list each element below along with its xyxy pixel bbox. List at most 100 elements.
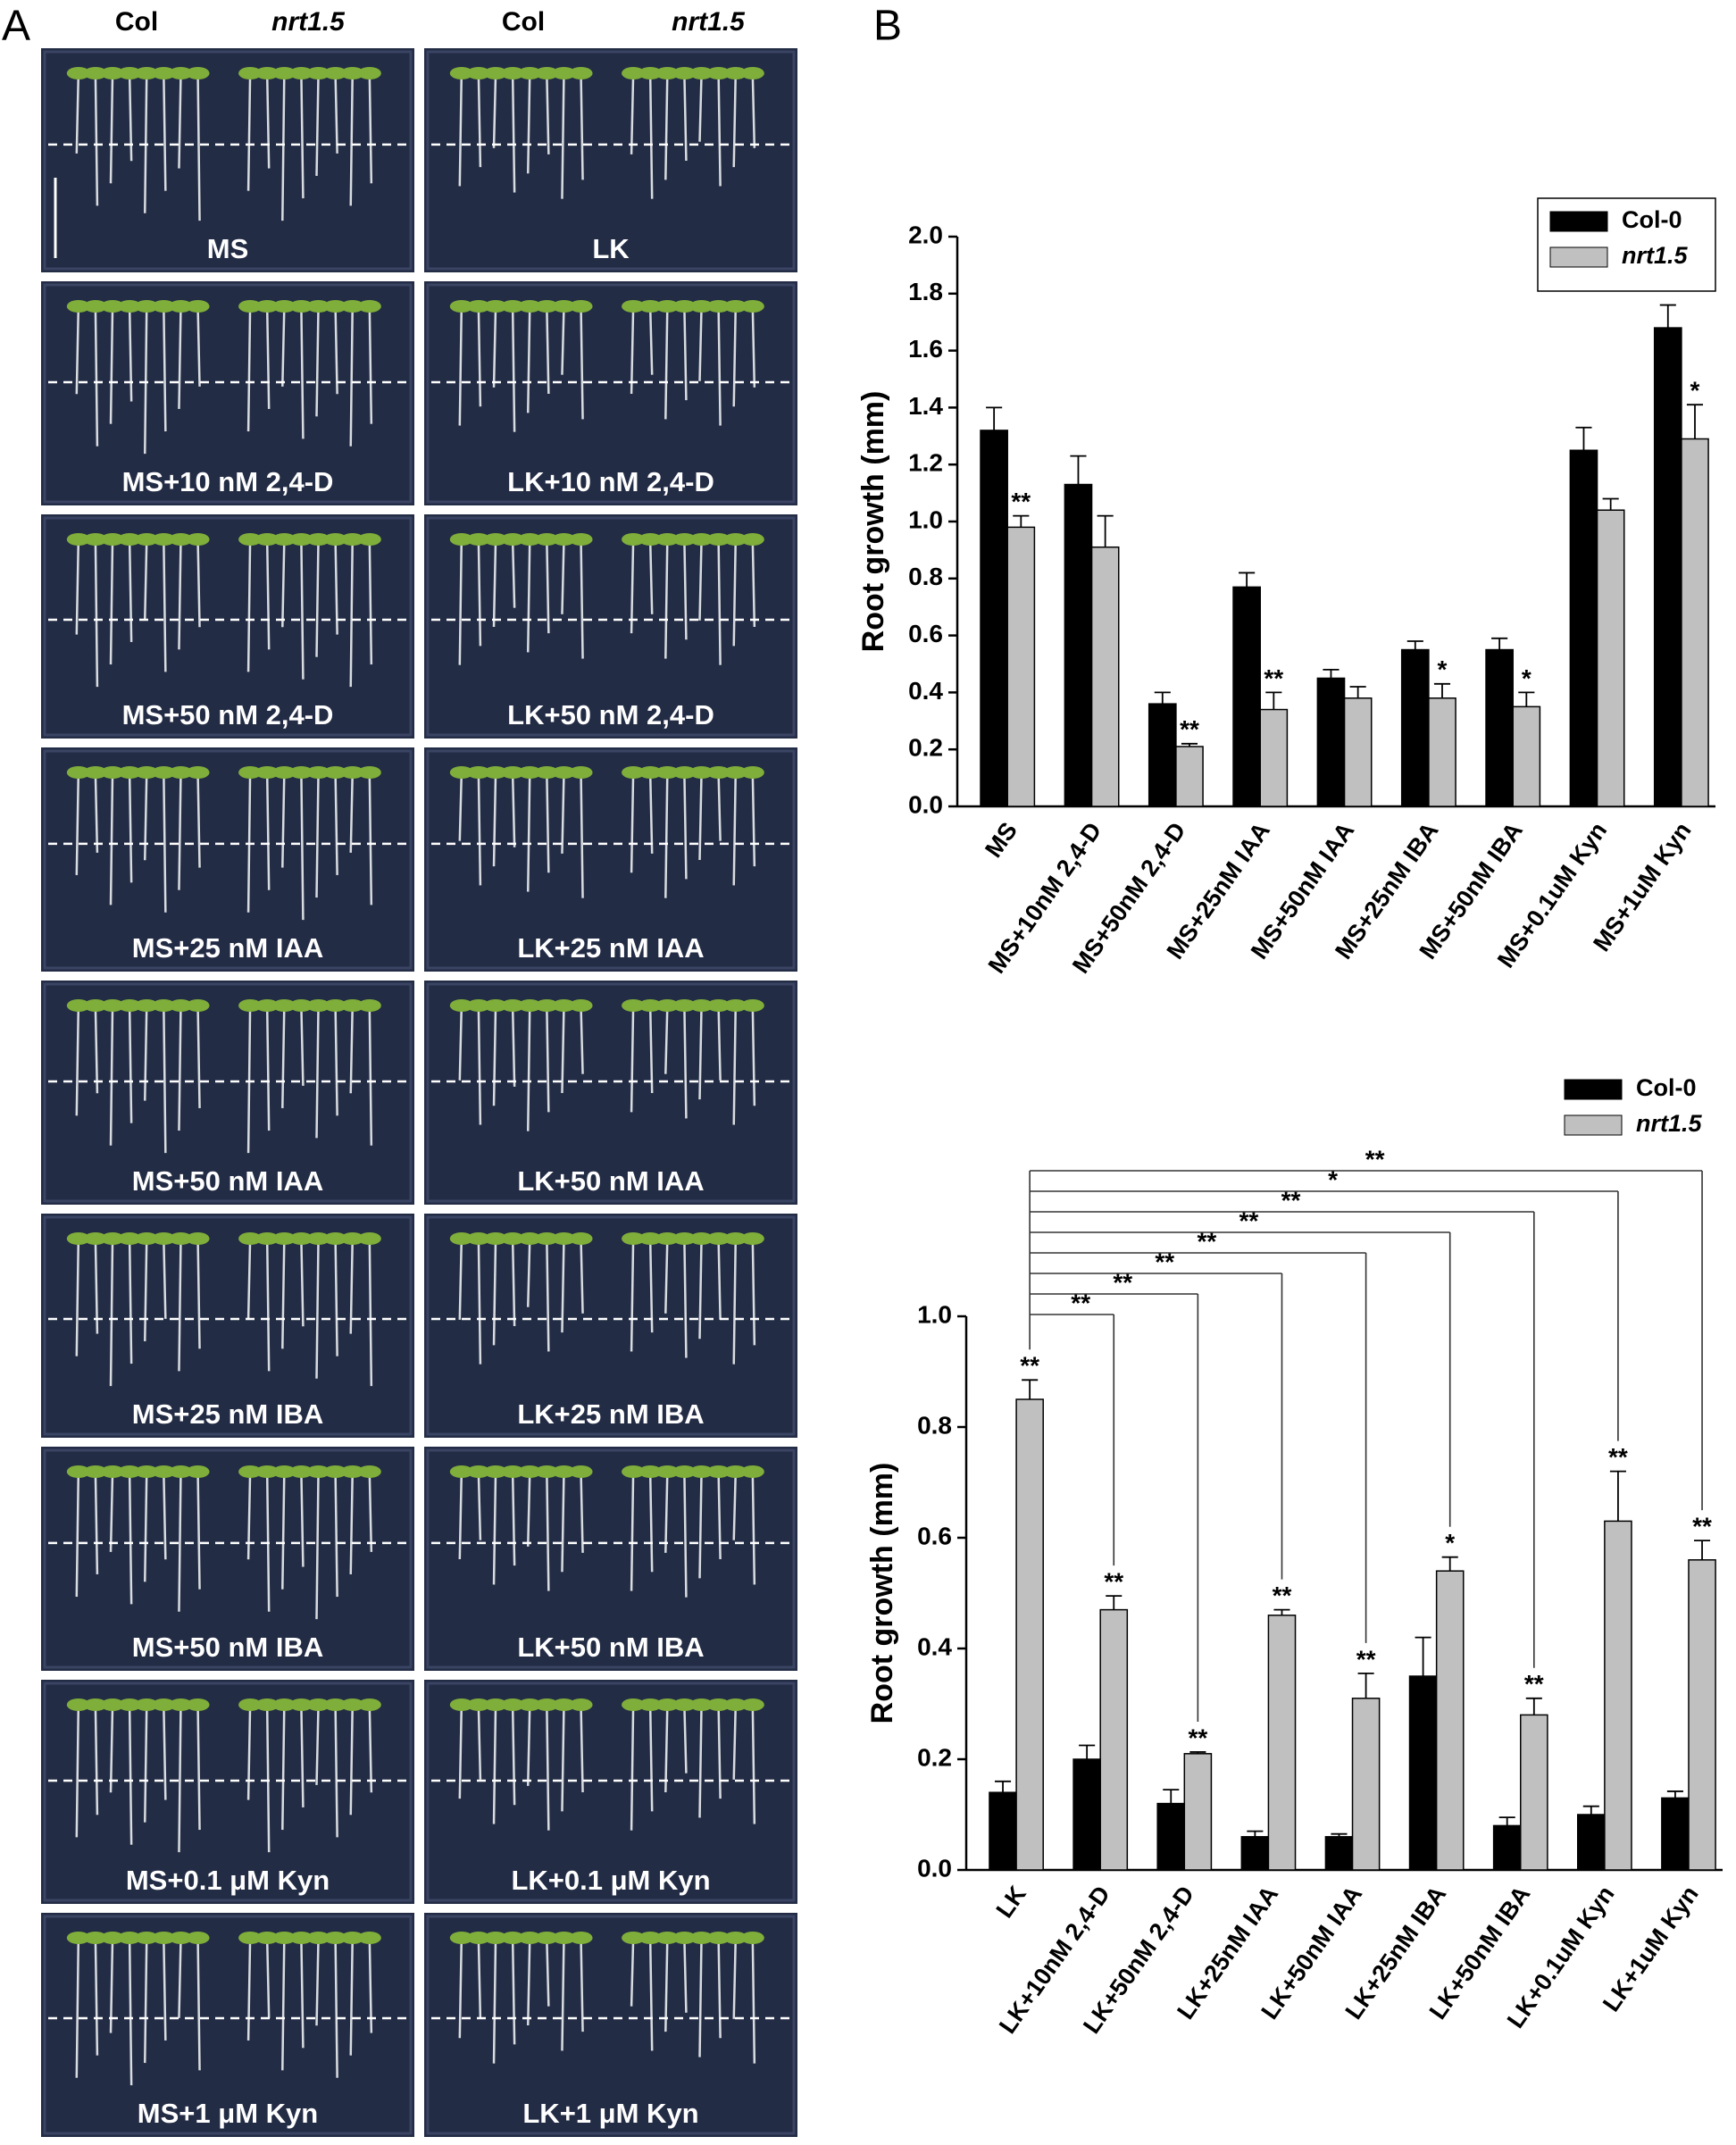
cotyledon: [672, 67, 697, 79]
root: [492, 1006, 497, 1106]
root: [128, 1473, 133, 1605]
root: [546, 74, 550, 154]
bar: [1064, 483, 1093, 807]
root: [630, 1473, 635, 1591]
cotyledon: [289, 766, 313, 779]
y-tick-label: 0.2: [917, 1743, 952, 1771]
cotyledon: [255, 533, 280, 546]
cotyledon: [689, 766, 714, 779]
cotyledon: [501, 1232, 525, 1245]
cotyledon: [723, 766, 747, 779]
cotyledon: [740, 533, 764, 546]
cotyledon: [501, 300, 525, 313]
photo-sheen: [43, 1215, 413, 1436]
bar: [1435, 1570, 1465, 1871]
root: [630, 1706, 635, 1831]
cotyledon: [740, 1932, 764, 1944]
root: [94, 1473, 99, 1574]
root: [477, 1706, 482, 1780]
root: [368, 1706, 373, 1793]
photo-sheen: [43, 283, 413, 504]
cotyledon: [272, 533, 296, 546]
cotyledon: [466, 999, 490, 1012]
cotyledon: [501, 67, 525, 79]
y-tick-label: 1.4: [908, 392, 943, 420]
significance: **: [1011, 488, 1031, 515]
cotyledon: [518, 1232, 542, 1245]
bar: [1175, 746, 1204, 807]
photo-label: LK+1 μM Kyn: [522, 2098, 698, 2129]
photo-sheen: [43, 749, 413, 970]
y-tick-label: 0.8: [908, 563, 943, 590]
cotyledon: [501, 999, 525, 1012]
cotyledon: [101, 67, 125, 79]
root: [94, 307, 99, 447]
cotyledon: [723, 67, 747, 79]
bar: [1183, 1753, 1213, 1871]
cotyledon: [135, 67, 159, 79]
cotyledon: [638, 1698, 663, 1711]
cotyledon: [83, 1698, 107, 1711]
root: [664, 1939, 669, 2032]
cotyledon: [186, 1698, 210, 1711]
cotyledon: [152, 1232, 176, 1245]
root: [683, 1939, 688, 2013]
cotyledon: [152, 67, 176, 79]
cotyledon: [289, 1232, 313, 1245]
cotyledon: [552, 300, 576, 313]
root: [196, 1939, 201, 2071]
root: [717, 540, 722, 665]
root: [561, 1239, 565, 1333]
cotyledon: [672, 766, 697, 779]
cotyledon: [238, 533, 263, 546]
bar: [1400, 648, 1430, 807]
photo-label: LK+50 nM IBA: [517, 1632, 704, 1663]
root: [511, 540, 516, 608]
cotyledon: [655, 1932, 680, 1944]
root: [648, 1473, 654, 1573]
cotyledon: [152, 999, 176, 1012]
photo-label: MS+10 nM 2,4-D: [122, 466, 334, 497]
cotyledon: [569, 1932, 593, 1944]
root: [546, 1706, 550, 1831]
bar: [1408, 1675, 1438, 1871]
root: [717, 773, 722, 841]
root: [526, 1706, 531, 1786]
root: [546, 773, 550, 873]
cotyledon: [255, 1932, 280, 1944]
significance: **: [1692, 1512, 1712, 1540]
root: [178, 1473, 182, 1612]
cotyledon: [306, 1932, 330, 1944]
root: [664, 1006, 669, 1074]
cotyledon: [118, 999, 142, 1012]
panel-label: A: [2, 3, 30, 50]
root: [368, 1006, 373, 1146]
cotyledon: [535, 1465, 559, 1478]
significance: **: [1180, 715, 1199, 743]
root: [546, 1239, 550, 1352]
cotyledon: [740, 999, 764, 1012]
cotyledon: [186, 1932, 210, 1944]
cotyledon: [289, 1465, 313, 1478]
cotyledon: [101, 1465, 125, 1478]
root: [630, 307, 635, 395]
root: [109, 773, 114, 906]
root: [458, 1006, 463, 1081]
cotyledon: [535, 766, 559, 779]
cotyledon: [518, 1465, 542, 1478]
cotyledon: [535, 1932, 559, 1944]
cotyledon: [518, 766, 542, 779]
cotyledon: [306, 1232, 330, 1245]
cotyledon: [186, 1232, 210, 1245]
cotyledon: [535, 1232, 559, 1245]
root: [281, 307, 286, 387]
root: [300, 1473, 305, 1567]
root: [648, 307, 654, 375]
root: [732, 1239, 737, 1365]
cotyledon: [255, 300, 280, 313]
root: [178, 1239, 182, 1372]
root: [178, 74, 182, 169]
cotyledon: [569, 67, 593, 79]
cotyledon: [238, 67, 263, 79]
cotyledon: [186, 999, 210, 1012]
